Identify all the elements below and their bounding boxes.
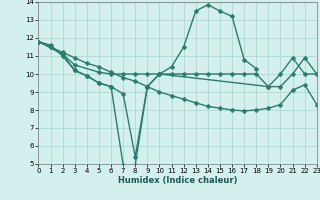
X-axis label: Humidex (Indice chaleur): Humidex (Indice chaleur)	[118, 176, 237, 185]
